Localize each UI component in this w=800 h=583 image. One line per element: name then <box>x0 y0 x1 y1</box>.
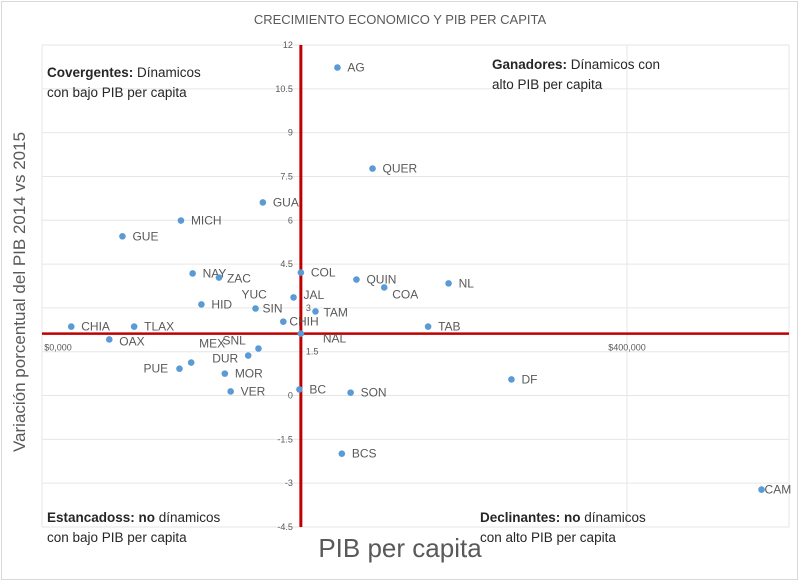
data-label: CHIA <box>81 320 110 334</box>
quadrant-text: dínamicos <box>155 510 221 525</box>
data-point <box>119 233 126 240</box>
data-label: COL <box>311 266 336 280</box>
data-label: GUA <box>273 195 299 209</box>
data-label: NAL <box>323 332 347 346</box>
quadrant-label-top-left: Covergentes: Dínamicos con bajo PIB per … <box>47 63 201 103</box>
data-label: OAX <box>119 335 144 349</box>
data-label: CAM <box>765 483 792 497</box>
y-tick-label: 9 <box>288 128 293 138</box>
quadrant-title: Declinantes: no <box>480 510 581 525</box>
data-point <box>176 365 183 372</box>
y-tick-label: 3 <box>306 303 311 313</box>
data-label: YUC <box>242 287 268 301</box>
quadrant-title: Estancadoss: no <box>47 510 156 525</box>
data-point <box>252 305 259 312</box>
data-label: PUE <box>143 362 168 376</box>
data-label: SON <box>361 386 387 400</box>
chart-title: CRECIMIENTO ECONOMICO Y PIB PER CAPITA <box>253 12 547 27</box>
data-point <box>227 388 234 395</box>
data-label: BC <box>309 382 326 396</box>
data-label: GUE <box>132 229 158 243</box>
data-point <box>334 64 341 71</box>
quadrant-text-line2: con alto PIB per capita <box>480 530 616 545</box>
data-label: VER <box>241 384 266 398</box>
data-point <box>380 284 388 291</box>
data-label: TLAX <box>144 320 174 334</box>
data-point <box>177 217 185 224</box>
data-point <box>130 323 138 330</box>
data-label: NAY <box>203 266 227 280</box>
y-tick-label: 10.5 <box>275 84 293 94</box>
data-label: CHIH <box>289 315 318 329</box>
y-tick-label: 12 <box>283 40 293 50</box>
data-label: AG <box>347 60 364 74</box>
data-label: MICH <box>191 214 222 228</box>
data-label: SIN <box>263 301 283 315</box>
data-label: QUER <box>383 162 418 176</box>
y-tick-label: 6 <box>288 215 293 225</box>
y-tick-label: 0 <box>288 391 293 401</box>
data-point <box>338 450 346 457</box>
data-point <box>259 199 267 206</box>
y-tick-label: -3 <box>285 478 293 488</box>
y-tick-label: -1.5 <box>277 434 293 444</box>
data-label: MOR <box>235 367 263 381</box>
data-point <box>347 389 354 396</box>
data-point <box>189 270 196 277</box>
data-label: JAL <box>304 288 325 302</box>
quadrant-text: Dínamicos con <box>567 57 661 72</box>
quadrant-text-line2: alto PIB per capita <box>492 77 603 92</box>
data-point <box>369 165 376 172</box>
y-tick-label: 4.5 <box>280 259 293 269</box>
x-tick-label: $400,000 <box>608 343 646 353</box>
data-point <box>255 345 262 352</box>
data-point <box>67 323 75 330</box>
data-label: HID <box>211 297 232 311</box>
data-label: COA <box>392 288 418 302</box>
data-label: TAB <box>438 320 460 334</box>
quadrant-label-top-right: Ganadores: Dínamicos con alto PIB per ca… <box>492 55 660 95</box>
y-tick-label: 1.5 <box>306 347 319 357</box>
data-label: SNL <box>222 334 246 348</box>
x-axis-label: PIB per capita <box>318 533 482 563</box>
data-point <box>296 386 303 393</box>
data-point <box>244 352 252 359</box>
data-point <box>297 269 305 276</box>
data-point <box>445 280 452 287</box>
data-label: NL <box>459 276 475 290</box>
quadrant-label-bottom-right: Declinantes: no dínamicos con alto PIB p… <box>480 508 646 548</box>
data-label: TAM <box>323 305 347 319</box>
data-point <box>312 308 319 315</box>
data-point <box>297 330 305 337</box>
data-point <box>280 318 287 325</box>
quadrant-text: Dínamicos <box>133 65 201 80</box>
x-tick-label: $0,000 <box>44 343 72 353</box>
data-point <box>758 486 765 493</box>
quadrant-text-line2: con bajo PIB per capita <box>47 530 187 545</box>
data-point <box>221 370 229 377</box>
quadrant-label-bottom-left: Estancadoss: no dínamicos con bajo PIB p… <box>47 508 220 548</box>
quadrant-text-line2: con bajo PIB per capita <box>47 85 187 100</box>
data-label: QUIN <box>366 273 396 287</box>
data-point <box>290 294 297 301</box>
data-point <box>187 359 195 366</box>
quadrant-text: dínamicos <box>580 510 646 525</box>
data-label: DUR <box>212 352 238 366</box>
data-point <box>353 276 360 283</box>
data-point <box>215 274 223 281</box>
data-point <box>198 301 205 308</box>
data-label: BCS <box>352 447 377 461</box>
data-label: MEX <box>199 337 225 351</box>
data-label: ZAC <box>227 272 251 286</box>
data-point <box>105 336 113 343</box>
quadrant-title: Covergentes: <box>47 65 134 80</box>
data-point <box>508 376 515 383</box>
y-tick-label: 7.5 <box>280 171 293 181</box>
data-label: DF <box>521 372 537 386</box>
data-point <box>424 323 432 330</box>
quadrant-title: Ganadores: <box>492 57 568 72</box>
y-tick-label: -4.5 <box>277 522 293 532</box>
